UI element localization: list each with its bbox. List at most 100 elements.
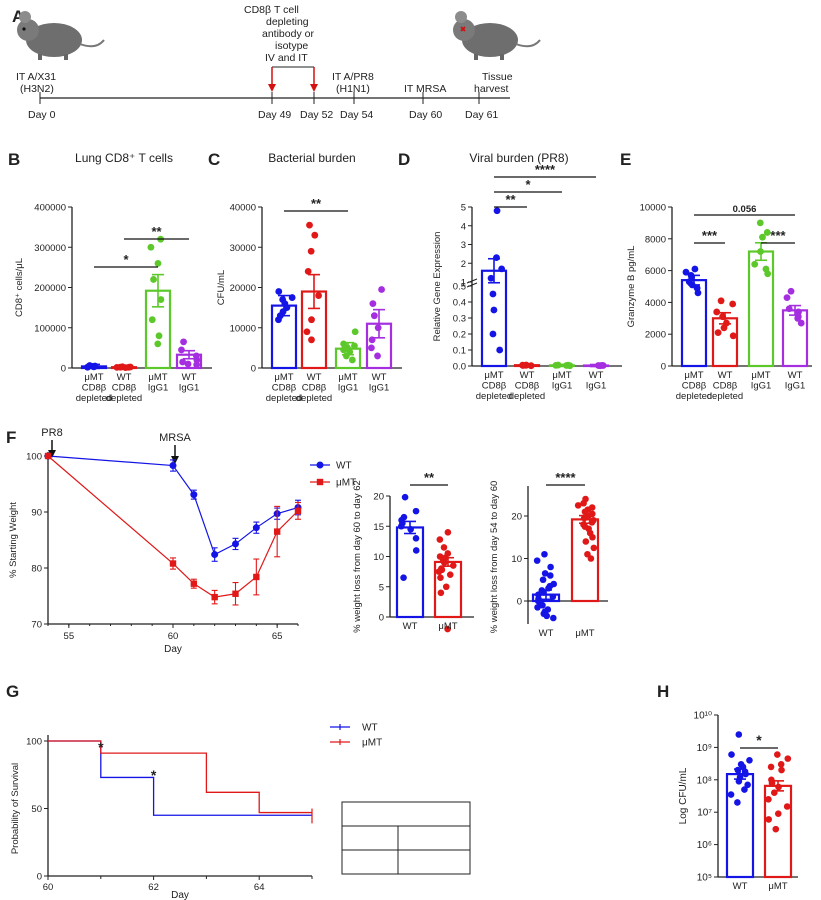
point-h-0-2: [746, 756, 753, 764]
category-c-0-1: CD8β: [272, 383, 297, 394]
ylabel-h: Log CFU/mL: [678, 767, 689, 824]
point-d-0-6: [489, 330, 497, 338]
timeline-day52: Day 52: [300, 109, 333, 121]
point-f-right-0-5: [539, 576, 547, 584]
point-h-1-0: [774, 751, 781, 758]
legend-label-g-0: WT: [362, 723, 378, 734]
point-d-0-5: [490, 306, 498, 314]
tick-label-f-x-1: 60: [168, 631, 179, 642]
point-d-0-3: [487, 274, 495, 282]
category-e-1-2: depleted: [707, 391, 743, 402]
point-f-mid-1-15: [437, 589, 445, 597]
bar-f-mid-0: [395, 526, 425, 619]
legend-marker-f-1: [316, 478, 324, 486]
category-b-2-0: μMT: [148, 372, 167, 383]
tick-label-f-y-1: 80: [31, 564, 42, 575]
category-d-1-0: WT: [520, 370, 535, 381]
category-e-1-1: CD8β: [713, 381, 738, 392]
bar-e-0: [680, 279, 708, 368]
title-b: Lung CD8⁺ T cells: [75, 151, 173, 165]
point-c-2-7: [348, 356, 356, 364]
timeline-day49: Day 49: [258, 109, 291, 121]
tick-label-d-4: 0.4: [453, 298, 466, 309]
category-c-0-0: μMT: [274, 372, 293, 383]
category-h-1: μMT: [768, 881, 787, 892]
point-h-0-1: [728, 751, 735, 758]
tick-label-e-4: 8000: [645, 234, 666, 245]
tick-label-g-x-1: 62: [148, 882, 159, 893]
point-f-mid-1-1: [436, 536, 444, 543]
point-b-0-5: [90, 363, 98, 370]
point-h-1-2: [777, 761, 785, 768]
category-e-2-0: μMT: [751, 370, 770, 381]
point-f-mid-1-12: [446, 571, 454, 578]
point-f-0-1: [169, 462, 177, 470]
depletion-label-1: CD8β T cell: [244, 4, 299, 16]
sig-e-0-label: ***: [702, 228, 718, 243]
point-e-2-4: [751, 260, 759, 268]
category-f-right-1: μMT: [575, 628, 594, 639]
point-f-1-6: [273, 528, 281, 535]
point-h-0-7: [742, 770, 749, 778]
category-b-2-1: IgG1: [148, 383, 169, 394]
point-f-1-2: [190, 580, 198, 587]
point-h-1-4: [778, 766, 785, 774]
point-f-right-0-2: [547, 563, 554, 571]
point-f-right-0-21: [543, 612, 551, 620]
sig-b-0-label: *: [123, 252, 129, 267]
timeline-event3-label1: IT A/PR8: [332, 71, 374, 83]
point-e-0-7: [694, 289, 702, 297]
category-f-right-0: WT: [539, 628, 554, 639]
panel-letter-b: B: [8, 150, 20, 169]
point-f-right-0-3: [541, 570, 549, 577]
bar-h-0: [725, 772, 755, 879]
ylabel-f-right: % weight loss from day 54 to day 60: [489, 481, 500, 634]
tick-label-g-y-0: 0: [37, 872, 42, 883]
category-d-0-2: depleted: [476, 391, 512, 402]
tick-label-d-5: 0.5: [453, 282, 466, 293]
depletion-label-4: isotype: [275, 40, 308, 52]
sig-d-1-label: *: [525, 177, 531, 192]
point-c-2-4: [340, 346, 347, 354]
sig-h-0-label: *: [756, 732, 762, 748]
point-f-1-5: [253, 573, 260, 581]
point-c-0-7: [279, 308, 287, 316]
tick-label-d-6: 1: [461, 278, 466, 289]
tick-label-b-4: 400000: [34, 203, 66, 214]
sig-e-2-label: 0.056: [733, 204, 757, 215]
category-e-0-1: CD8β: [682, 381, 707, 392]
bar-e-2: [747, 250, 775, 368]
category-b-0-0: μMT: [84, 372, 103, 383]
point-f-mid-0-0: [401, 493, 409, 501]
sig-d-2-label: ****: [535, 162, 556, 177]
point-e-0-1: [682, 268, 690, 276]
category-c-1-1: CD8β: [302, 383, 327, 394]
point-e-2-3: [757, 248, 764, 255]
point-b-2-7: [154, 340, 162, 348]
line-g-0: [48, 740, 312, 816]
axis-break-d-1: [466, 278, 478, 284]
tick-label-h-4: 10⁹: [697, 743, 712, 754]
tick-label-f-y-0: 70: [31, 620, 42, 631]
point-d-0-4: [489, 290, 497, 298]
point-h-1-13: [772, 825, 780, 833]
tick-label-d-9: 4: [461, 221, 466, 232]
annotation-pr8: PR8: [41, 427, 62, 439]
point-c-2-0: [351, 328, 359, 336]
point-d-0-1: [493, 254, 500, 262]
point-f-right-1-10: [588, 519, 596, 526]
category-f-mid-1-0: μMT: [438, 621, 457, 632]
mouse-icon-left: [17, 11, 105, 60]
legend-label-f-0: WT: [336, 461, 352, 472]
point-b-2-2: [154, 259, 162, 267]
tick-label-e-2: 4000: [645, 298, 666, 309]
point-f-1-4: [232, 590, 239, 597]
category-b-0-2: depleted: [76, 393, 112, 404]
point-f-right-1-16: [582, 538, 590, 545]
point-h-0-9: [735, 777, 743, 785]
tick-label-h-0: 10⁵: [697, 873, 712, 884]
point-e-1-0: [717, 297, 725, 305]
category-d-3-1: IgG1: [586, 381, 607, 392]
tick-label-f-x-0: 55: [64, 631, 75, 642]
point-h-1-9: [765, 796, 772, 803]
